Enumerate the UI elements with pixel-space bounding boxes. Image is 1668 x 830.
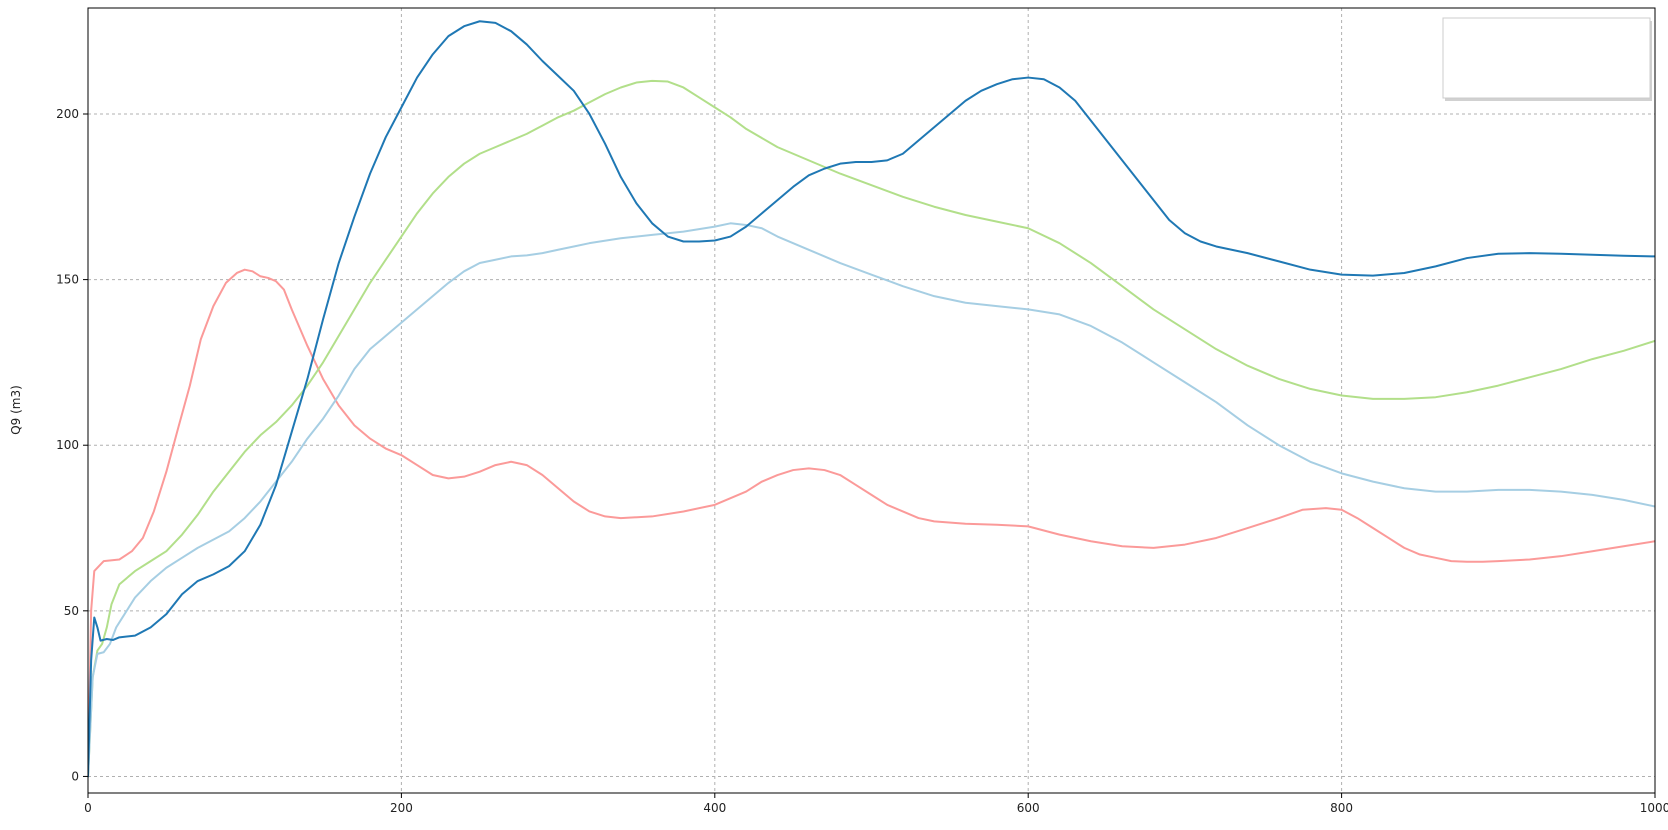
series-line-2 — [88, 79, 1655, 778]
y-tick-label: 100 — [56, 438, 79, 452]
legend — [1442, 17, 1652, 101]
x-axis-ticks: 0 200 400 600 800 1000 — [84, 793, 1668, 815]
legend-box — [1442, 17, 1651, 99]
x-tick-label: 200 — [390, 801, 413, 815]
series-line-4 — [88, 20, 1655, 778]
series-line-3 — [88, 222, 1655, 778]
x-tick-label: 1000 — [1640, 801, 1668, 815]
x-tick-label: 800 — [1330, 801, 1353, 815]
series-line-1 — [88, 268, 1655, 778]
x-tick-label: 600 — [1017, 801, 1040, 815]
series-lines — [88, 20, 1655, 778]
y-axis-label: Q9 (m3) — [9, 385, 23, 435]
y-tick-label: 200 — [56, 107, 79, 121]
y-tick-label: 50 — [64, 604, 79, 618]
y-axis-ticks: 0 50 100 150 200 — [56, 107, 88, 783]
x-tick-label: 0 — [84, 801, 92, 815]
x-tick-label: 400 — [703, 801, 726, 815]
y-tick-label: 0 — [71, 769, 79, 783]
y-tick-label: 150 — [56, 273, 79, 287]
plot-frame — [87, 7, 1656, 794]
